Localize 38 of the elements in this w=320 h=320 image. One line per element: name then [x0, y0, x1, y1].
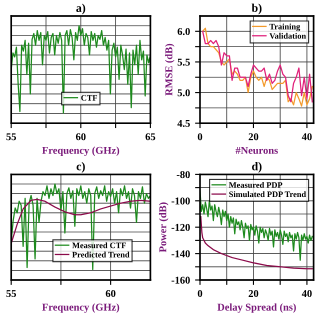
x-tick-label: 60 — [106, 290, 116, 298]
y-tick-label: 5.0 — [178, 89, 190, 96]
x-axis-title: Delay Spread (ns) — [217, 303, 296, 313]
chart-title: c) — [76, 162, 85, 173]
y-tick-label: -100 — [172, 197, 190, 205]
legend-label: Predicted Trend — [72, 252, 130, 258]
x-axis-title: #Neurons — [236, 146, 278, 154]
legend-label: Validation — [269, 32, 306, 39]
y-tick-label: 4.5 — [177, 120, 190, 127]
legend-label: Training — [269, 24, 300, 32]
x-tick-label: 20 — [248, 290, 258, 298]
chart-title: b) — [252, 4, 262, 14]
x-axis-title: Frequency (GHz) — [42, 146, 120, 156]
y-axis-title: Power (dB) — [158, 202, 168, 252]
y-tick-label: 6.0 — [178, 28, 190, 36]
x-tick-label: 55 — [6, 133, 16, 140]
x-tick-label: 55 — [6, 290, 16, 298]
y-tick-label: -140 — [172, 250, 190, 258]
x-tick-label: 0 — [198, 290, 202, 298]
x-tick-label: 40 — [302, 290, 312, 298]
line-series — [200, 216, 313, 270]
chart-title: a) — [76, 4, 86, 14]
y-tick-label: 5.5 — [178, 58, 190, 66]
legend-label: Measured CTF — [72, 242, 126, 248]
x-tick-label: 65 — [146, 133, 156, 140]
x-tick-label: 20 — [248, 133, 258, 140]
y-tick-label: -160 — [172, 276, 190, 284]
legend-label: Simulated PDP Trend — [229, 191, 306, 198]
y-tick-label: -120 — [172, 224, 190, 231]
y-axis-title: RMSE (dB) — [165, 44, 174, 96]
chart-title: d) — [252, 162, 262, 173]
x-tick-label: 0 — [198, 133, 202, 140]
y-tick-label: -80 — [176, 171, 190, 178]
x-axis-title: Frequency (GHz) — [42, 303, 120, 313]
legend-label: CTF — [81, 95, 98, 101]
x-tick-label: 40 — [302, 133, 312, 140]
legend-label: Measured PDP — [228, 182, 282, 188]
x-tick-label: 60 — [76, 133, 86, 140]
